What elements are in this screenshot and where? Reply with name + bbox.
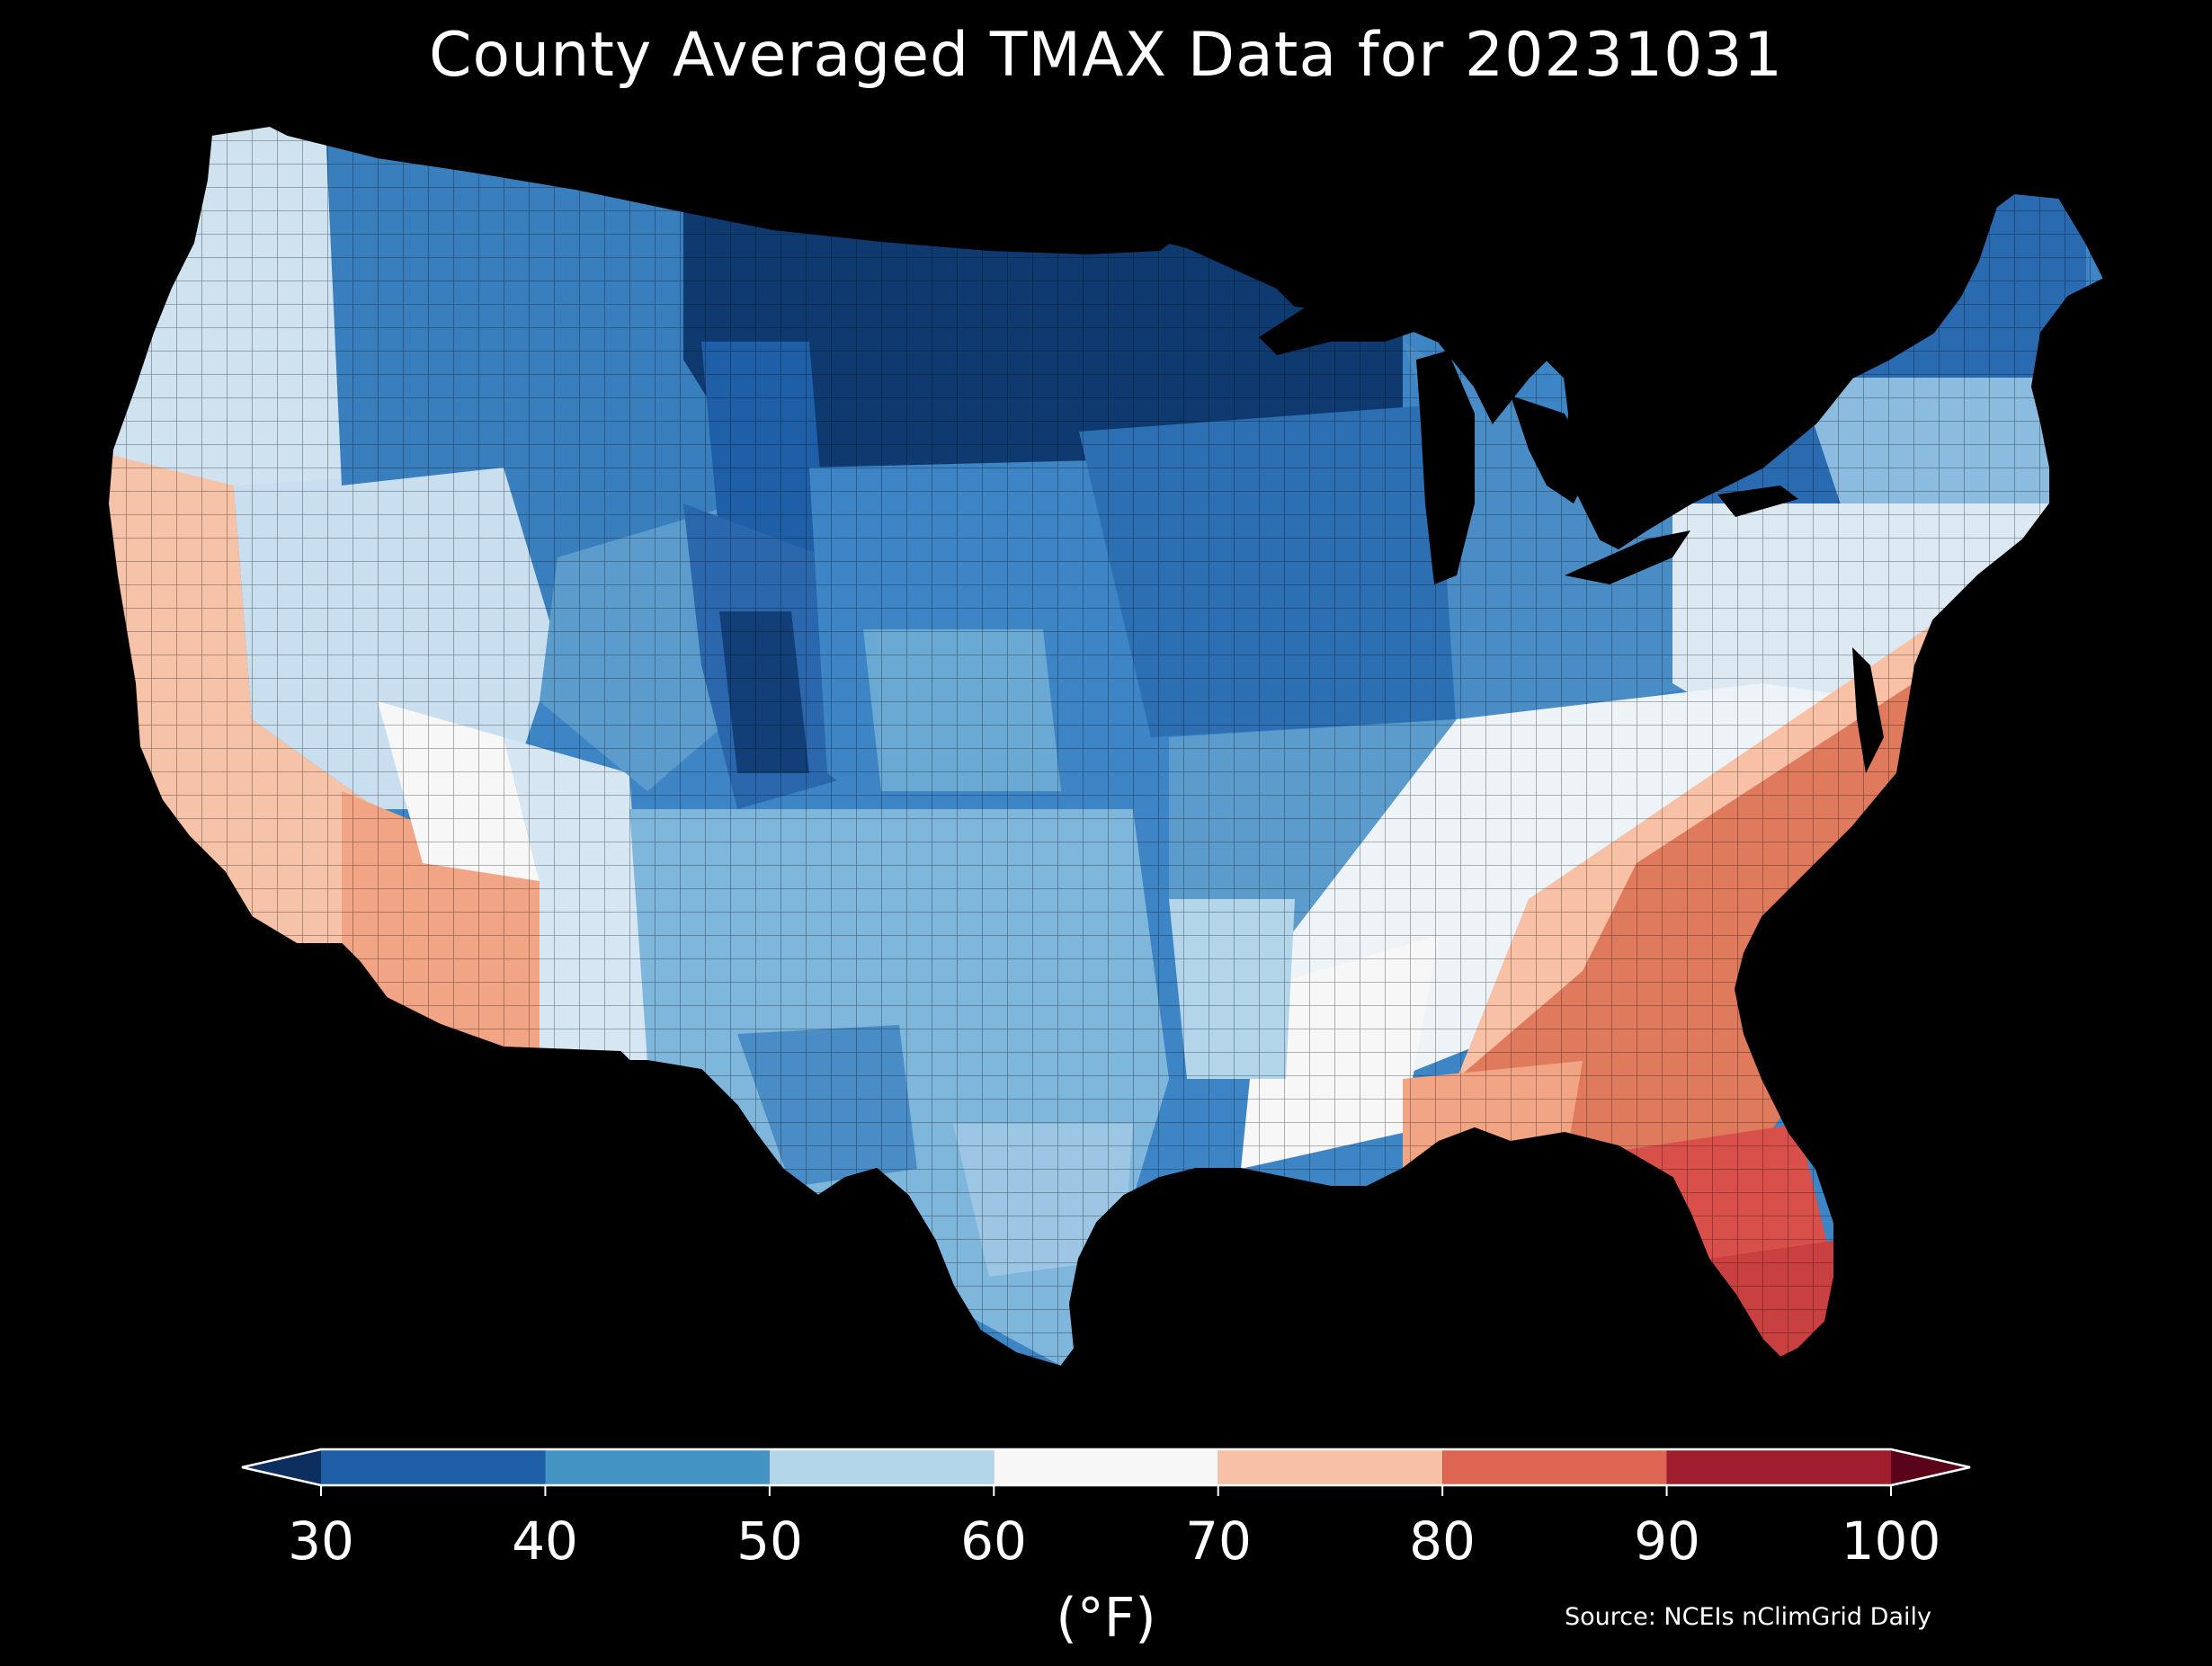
lake-michigan bbox=[1416, 351, 1475, 584]
colorbar-tick-100: 100 bbox=[1841, 1510, 1941, 1572]
colorbar-tick-40: 40 bbox=[512, 1510, 578, 1572]
colorbar-tick-30: 30 bbox=[288, 1510, 354, 1572]
colorbar-under-arrow bbox=[242, 1449, 321, 1485]
colorbar-tick-60: 60 bbox=[960, 1510, 1027, 1572]
colorbar-bin-90-100 bbox=[1666, 1449, 1891, 1485]
colorbar-tick-50: 50 bbox=[736, 1510, 803, 1572]
colorbar-bin-40-50 bbox=[545, 1449, 770, 1485]
colorbar-tick-70: 70 bbox=[1185, 1510, 1252, 1572]
lake-huron bbox=[1511, 396, 1592, 503]
lake-erie bbox=[1565, 530, 1690, 584]
colorbar-tick-90: 90 bbox=[1634, 1510, 1700, 1572]
colorbar-unit-label: (°F) bbox=[1056, 1587, 1156, 1650]
map-title: County Averaged TMAX Data for 20231031 bbox=[429, 20, 1783, 91]
colorbar-bin-70-80 bbox=[1217, 1449, 1443, 1485]
colorbar-bin-30-40 bbox=[321, 1449, 546, 1485]
colorbar-bin-60-70 bbox=[994, 1449, 1218, 1485]
colorbar-tick-80: 80 bbox=[1409, 1510, 1476, 1572]
source-credit: Source: NCEIs nClimGrid Daily bbox=[1565, 1603, 1931, 1631]
lake-superior bbox=[1259, 288, 1439, 355]
colorbar-bin-80-90 bbox=[1442, 1449, 1667, 1485]
lake-ontario bbox=[1717, 486, 1798, 517]
colorbar-over-arrow bbox=[1891, 1449, 1970, 1485]
colorbar-bin-50-60 bbox=[769, 1449, 995, 1485]
chesapeake-bay bbox=[1852, 647, 1884, 773]
